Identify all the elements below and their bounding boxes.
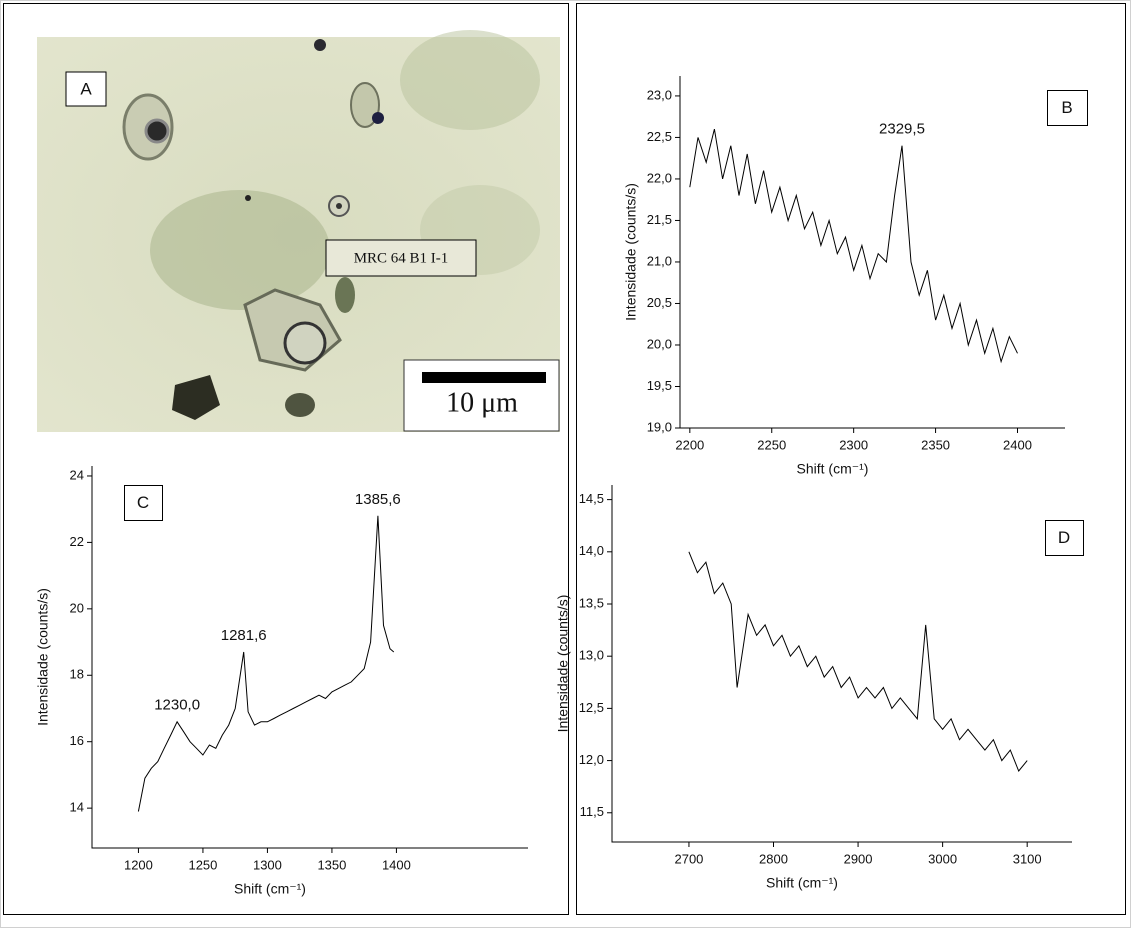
- y-tick-label: 14,5: [579, 491, 604, 506]
- spectrum-line: [688, 551, 1028, 772]
- spectrum-line: [137, 515, 395, 812]
- y-tick-label: 22,0: [647, 170, 672, 185]
- y-tick-label: 16: [70, 733, 84, 748]
- x-axis-title: Shift (cm⁻¹): [766, 875, 838, 891]
- peak-label: 1385,6: [355, 491, 401, 508]
- y-tick-label: 20,0: [647, 336, 672, 351]
- scale-label: 10 μm: [446, 387, 518, 418]
- x-axis-title: Shift (cm⁻¹): [234, 881, 306, 897]
- y-tick-label: 20,5: [647, 295, 672, 310]
- y-tick-label: 11,5: [580, 804, 604, 819]
- x-tick-label: 2350: [921, 437, 950, 452]
- y-tick-label: 21,0: [647, 253, 672, 268]
- sample-label: MRC 64 B1 I-1: [354, 250, 449, 266]
- axes: [91, 466, 528, 849]
- x-tick-label: 3000: [928, 851, 957, 866]
- y-tick-label: 13,0: [579, 648, 604, 663]
- y-tick-label: 12,0: [579, 752, 604, 767]
- panel-label-box: [1047, 90, 1088, 126]
- panel-label: D: [1058, 528, 1070, 547]
- left-panel: [3, 3, 569, 915]
- x-tick-label: 2800: [759, 851, 788, 866]
- x-tick-label: 2300: [839, 437, 868, 452]
- y-tick-label: 14: [70, 800, 84, 815]
- x-axis-title: Shift (cm⁻¹): [797, 461, 869, 477]
- spectrum-line: [689, 128, 1018, 364]
- panel-label-box: [1045, 520, 1084, 556]
- y-tick-label: 23,0: [647, 87, 672, 102]
- panel-label: A: [80, 79, 92, 98]
- x-tick-label: 1300: [253, 857, 282, 872]
- y-axis-title: Intensidade (counts/s): [35, 588, 51, 726]
- y-tick-label: 22,5: [647, 129, 672, 144]
- y-tick-label: 18: [70, 667, 84, 682]
- y-axis-title: Intensidade (counts/s): [623, 183, 639, 321]
- y-tick-label: 22: [70, 534, 84, 549]
- right-panel: [576, 3, 1126, 915]
- x-tick-label: 2700: [674, 851, 703, 866]
- peak-label: 1230,0: [154, 697, 200, 714]
- y-tick-label: 19,5: [647, 378, 672, 393]
- x-tick-label: 1400: [382, 857, 411, 872]
- peak-label: 2329,5: [879, 121, 925, 138]
- y-tick-label: 13,5: [579, 595, 604, 610]
- y-tick-label: 14,0: [579, 543, 604, 558]
- x-tick-label: 2900: [844, 851, 873, 866]
- x-tick-label: 2250: [757, 437, 786, 452]
- y-tick-label: 19,0: [647, 419, 672, 434]
- x-tick-label: 2400: [1003, 437, 1032, 452]
- y-tick-label: 20: [70, 600, 84, 615]
- x-tick-label: 2200: [675, 437, 704, 452]
- x-tick-label: 1350: [317, 857, 346, 872]
- panel-label: B: [1061, 98, 1072, 117]
- y-tick-label: 21,5: [647, 212, 672, 227]
- y-tick-label: 24: [70, 467, 84, 482]
- panel-label: C: [137, 493, 149, 512]
- panel-label-box: [124, 485, 163, 521]
- x-tick-label: 1200: [124, 857, 153, 872]
- micrograph: A MRC 64 B1 I-1 10 μm: [37, 30, 560, 432]
- x-tick-label: 1250: [188, 857, 217, 872]
- y-axis-title: Intensidade (counts/s): [555, 595, 571, 733]
- x-tick-label: 3100: [1013, 851, 1042, 866]
- y-tick-label: 12,5: [579, 700, 604, 715]
- peak-label: 1281,6: [221, 627, 267, 644]
